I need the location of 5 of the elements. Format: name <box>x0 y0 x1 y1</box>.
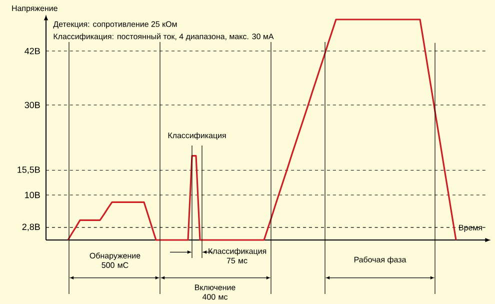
y-tick-label: 30В <box>24 102 40 108</box>
y-tick-label: 42В <box>24 48 40 54</box>
y-tick-label: 10В <box>25 192 40 198</box>
y-tick-label: 2,8В <box>22 224 40 232</box>
y-tick-label: 15,5В <box>18 166 40 174</box>
